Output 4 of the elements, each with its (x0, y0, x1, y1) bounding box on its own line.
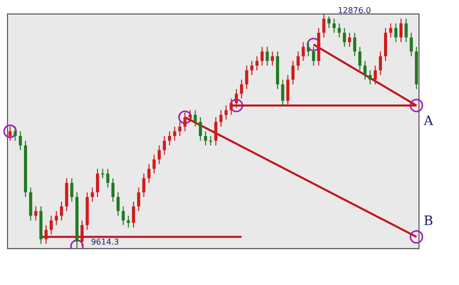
annotation: 12876.0 (338, 6, 371, 16)
series-label: B (424, 214, 434, 230)
annotation: 9614.3 (90, 238, 119, 247)
series-label: A (422, 114, 434, 129)
